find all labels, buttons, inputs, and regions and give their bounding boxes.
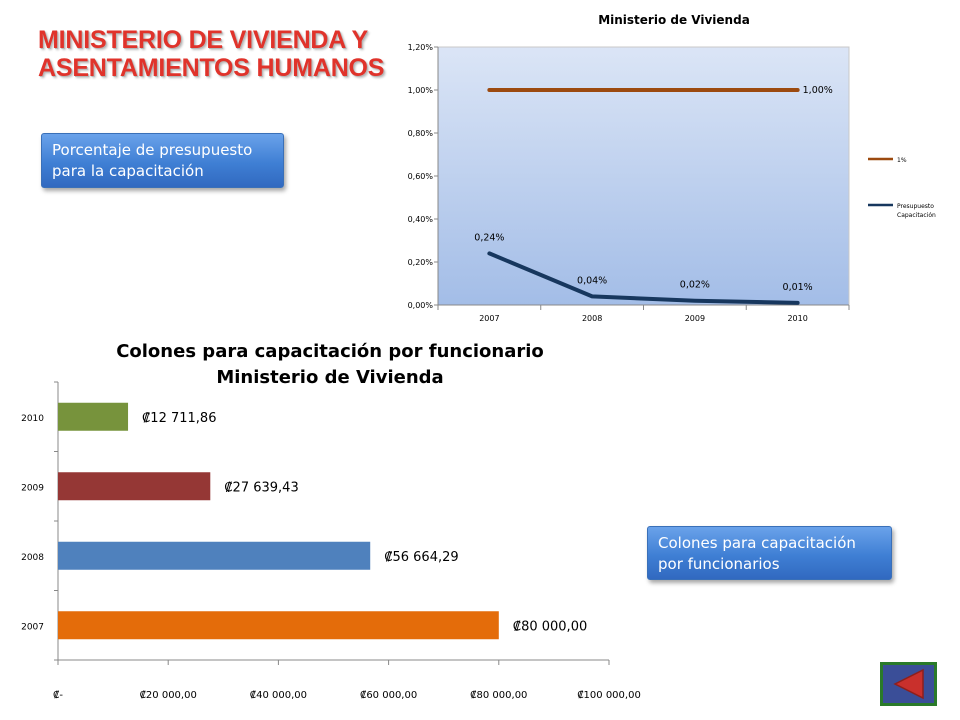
bar-chart-category-label: 2008 — [21, 553, 44, 563]
line-chart: Ministerio de Vivienda 0,00%0,20%0,40%0,… — [408, 13, 936, 323]
line-data-label: 0,24% — [474, 232, 504, 243]
bar-2010 — [58, 402, 129, 431]
line-chart-y-tick-label: 0,40% — [408, 215, 434, 224]
line-data-label: 1,00% — [803, 85, 833, 96]
line-chart-y-tick-label: 0,00% — [408, 301, 434, 310]
bar-chart-category-label: 2007 — [21, 622, 44, 632]
line-chart-x-tick-label: 2009 — [685, 314, 705, 323]
bar-chart-category-label: 2009 — [21, 483, 44, 493]
line-chart-y-tick-label: 0,60% — [408, 172, 434, 181]
bar-chart-x-tick-label: ₡40 000,00 — [250, 690, 307, 701]
line-chart-series — [487, 88, 800, 305]
slide-title-line-2: ASENTAMIENTOS HUMANOS — [38, 54, 385, 82]
slide-title: MINISTERIO DE VIVIENDA Y ASENTAMIENTOS H… — [38, 26, 388, 82]
line-chart-x-axis: 2007 2008 2009 2010 — [437, 304, 850, 323]
line-chart-legend: 1% Presupuesto Capacitación — [868, 157, 936, 219]
line-series-2 — [487, 251, 800, 305]
bar-chart-x-tick-label: ₡20 000,00 — [140, 690, 197, 701]
line-chart-title: Ministerio de Vivienda — [598, 13, 750, 27]
bar-chart: Colones para capacitación por funcionari… — [21, 341, 641, 701]
bar-chart-x-tick-label: ₡60 000,00 — [360, 690, 417, 701]
line-chart-data-labels: 1,00% 0,24% 0,04% 0,02% 0,01% — [474, 85, 833, 293]
bar-data-label: ₡56 664,29 — [384, 550, 458, 565]
bar-chart-x-tick-label: ₡- — [53, 690, 63, 701]
line-data-label: 0,04% — [577, 275, 607, 286]
bar-data-label: ₡27 639,43 — [224, 480, 298, 495]
bar-chart-x-tick-label: ₡100 000,00 — [577, 690, 641, 701]
line-chart-y-tick-label: 1,00% — [408, 86, 434, 95]
slide-title-line-1: MINISTERIO DE VIVIENDA Y — [38, 26, 368, 54]
budget-percentage-callout: Porcentaje de presupuesto para la capaci… — [41, 133, 284, 188]
bar-chart-bars — [58, 402, 499, 640]
line-chart-y-tick-label: 0,20% — [408, 258, 434, 267]
line-chart-x-tick-label: 2008 — [582, 314, 602, 323]
bar-2008 — [58, 541, 371, 570]
bar-chart-x-tick-label: ₡80 000,00 — [470, 690, 527, 701]
bar-chart-title-line-1: Colones para capacitación por funcionari… — [116, 341, 544, 362]
line-chart-y-tick-label: 1,20% — [408, 43, 434, 52]
legend-label: Presupuesto — [897, 203, 934, 210]
legend-label: 1% — [897, 157, 907, 164]
bar-chart-category-label: 2010 — [21, 414, 44, 424]
line-chart-x-tick-label: 2010 — [787, 314, 807, 323]
line-chart-y-tick-label: 0,80% — [408, 129, 434, 138]
bar-chart-data-labels: ₡12 711,86 ₡27 639,43 ₡56 664,29 ₡80 000,00 — [142, 411, 587, 635]
line-data-label: 0,02% — [680, 280, 710, 291]
bar-data-label: ₡12 711,86 — [142, 411, 216, 426]
back-button[interactable] — [880, 662, 937, 706]
triangle-left-icon — [892, 668, 924, 700]
line-data-label: 0,01% — [783, 282, 813, 293]
legend-label: Capacitación — [897, 212, 936, 219]
bar-chart-title-line-2: Ministerio de Vivienda — [216, 367, 443, 388]
bar-data-label: ₡80 000,00 — [513, 619, 587, 634]
colones-per-employee-callout: Colones para capacitación por funcionari… — [647, 526, 892, 580]
bar-2009 — [58, 472, 211, 501]
line-chart-plot-area — [437, 46, 850, 306]
line-chart-x-tick-label: 2007 — [479, 314, 499, 323]
bar-2007 — [58, 611, 499, 640]
line-chart-y-axis: 0,00% 0,20% 0,40% 0,60% 0,80% 1,00% 1,20% — [408, 43, 439, 310]
bar-chart-axes: ₡- ₡20 000,00 ₡40 000,00 ₡60 000,00 ₡80 000,… — [21, 381, 641, 701]
